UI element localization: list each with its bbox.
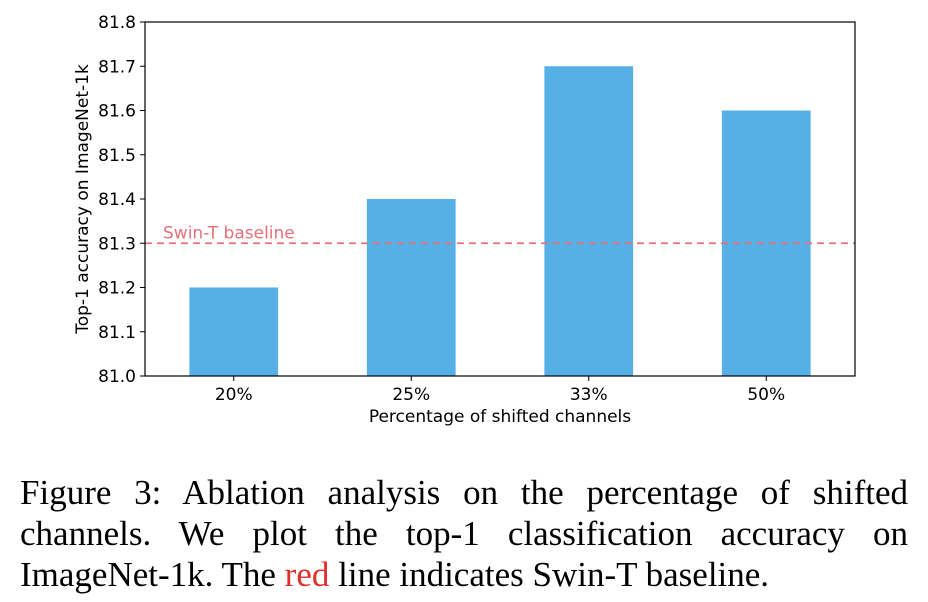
y-tick-label: 81.0 [98, 367, 136, 387]
y-tick-label: 81.8 [98, 13, 136, 33]
bar-2 [366, 199, 456, 376]
figure-caption: Figure 3: Ablation analysis on the perce… [20, 472, 908, 595]
x-tick-label: 33% [570, 385, 608, 405]
x-axis: 20% 25% 33% 50% [215, 376, 785, 405]
baseline-reference: Swin-T baseline [145, 223, 855, 245]
y-tick-label: 81.6 [98, 102, 136, 122]
baseline-label: Swin-T baseline [163, 223, 295, 243]
y-tick-label: 81.5 [98, 146, 136, 166]
x-tick-label: 20% [215, 385, 253, 405]
y-tick-label: 81.2 [98, 279, 136, 299]
y-axis: 81.0 81.1 81.2 81.3 81.4 81.5 81.6 81.7 81.8 [98, 13, 145, 387]
bars [189, 66, 811, 376]
y-tick-label: 81.7 [98, 57, 136, 77]
caption-highlight: red [284, 555, 330, 594]
bar-3 [544, 66, 634, 376]
y-tick-label: 81.3 [98, 234, 136, 254]
caption-text-end: line indicates Swin-T baseline. [329, 555, 770, 594]
x-tick-label: 50% [747, 385, 785, 405]
x-axis-label: Percentage of shifted channels [369, 407, 631, 427]
y-tick-label: 81.1 [98, 323, 136, 343]
caption-text-start: Figure 3: Ablation analysis on the perce… [20, 473, 908, 594]
bar-chart: Swin-T baseline 81.0 81.1 81.2 81.3 81.4 81.5… [73, 13, 856, 427]
y-axis-label: Top-1 accuracy on ImageNet-1k [73, 64, 93, 335]
x-tick-label: 25% [392, 385, 430, 405]
y-tick-label: 81.4 [98, 190, 136, 210]
bar-1 [189, 287, 279, 376]
